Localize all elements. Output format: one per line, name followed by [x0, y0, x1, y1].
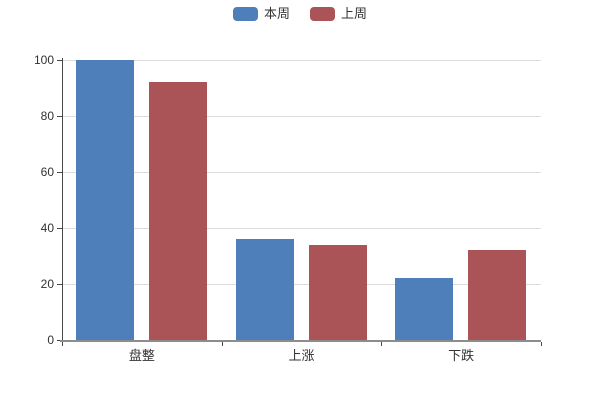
y-axis-tick	[57, 227, 62, 229]
y-axis-label: 20	[40, 277, 54, 291]
bar-last-week-xiadie	[468, 250, 527, 340]
x-axis-tick	[62, 342, 63, 346]
y-axis-tick	[57, 283, 62, 285]
legend-item-this-week[interactable]: 本周	[232, 6, 290, 22]
legend: 本周 上周	[0, 5, 600, 23]
gridline	[62, 171, 541, 173]
bar-last-week-panzheng	[149, 82, 207, 340]
y-axis-label: 60	[40, 165, 54, 179]
y-axis-line	[62, 58, 63, 340]
x-axis-line	[60, 340, 541, 342]
y-axis-tick	[57, 171, 62, 173]
x-axis-tick	[381, 342, 383, 346]
y-axis-tick	[57, 339, 62, 341]
y-axis-tick	[57, 115, 62, 117]
gridline	[62, 283, 541, 285]
bar-this-week-xiadie	[395, 278, 454, 340]
x-axis-label-xiadie: 下跌	[448, 348, 475, 363]
legend-swatch-this-week	[232, 7, 258, 21]
gridline	[62, 115, 541, 117]
x-axis-tick	[221, 342, 223, 346]
gridline	[62, 59, 541, 61]
y-axis-label: 100	[33, 53, 54, 67]
y-axis-label: 40	[40, 221, 54, 235]
y-axis-label: 0	[47, 333, 54, 347]
legend-item-last-week[interactable]: 上周	[310, 6, 367, 22]
y-axis-tick	[57, 59, 62, 61]
x-axis-label-shangzhang: 上涨	[288, 348, 315, 363]
x-axis-label-panzheng: 盘整	[128, 348, 155, 363]
gridline	[62, 227, 541, 229]
bar-last-week-shangzhang	[308, 244, 367, 340]
bar-this-week-panzheng	[76, 60, 134, 340]
x-axis-tick	[541, 342, 542, 346]
legend-swatch-last-week	[310, 7, 335, 21]
legend-label-this-week: 本周	[263, 6, 290, 21]
legend-label-last-week: 上周	[341, 6, 368, 21]
y-axis-label: 80	[40, 109, 54, 123]
bar-this-week-shangzhang	[235, 239, 294, 340]
